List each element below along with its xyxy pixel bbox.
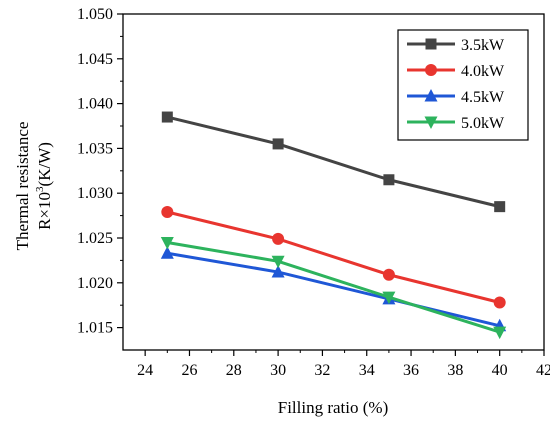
legend-item: 5.0kW	[407, 115, 505, 132]
axes: 24 26 28 30 32 34 36 38 40 42 1.015 1.020 1.025 1.030…	[77, 6, 550, 379]
legend-label: 3.5kW	[461, 37, 505, 54]
triangle-down-marker	[424, 116, 438, 129]
circle-marker	[425, 64, 437, 76]
circle-marker	[272, 232, 285, 245]
circle-marker	[493, 296, 506, 309]
series-line	[167, 241, 501, 334]
y-axis-title-suffix: (K/W)	[35, 142, 54, 186]
series-4-0kw	[161, 206, 506, 309]
y-tick-label: 1.040	[77, 96, 113, 113]
triangle-down-marker	[382, 291, 396, 305]
legend-label: 4.5kW	[461, 89, 505, 106]
x-tick-label: 24	[137, 362, 153, 379]
y-tick-label: 1.015	[77, 320, 113, 337]
y-axis-title-exponent: 3	[34, 186, 46, 192]
x-tick-label: 32	[314, 362, 330, 379]
triangle-up-marker	[160, 246, 174, 259]
square-marker	[161, 111, 173, 123]
series-line	[166, 210, 501, 304]
legend: 3.5kW 4.0kW 4.5kW 5.0kW	[397, 29, 529, 141]
x-tick-label: 42	[536, 362, 550, 379]
triangle-down-marker	[271, 255, 285, 269]
y-tick-label: 1.050	[77, 6, 113, 23]
triangle-up-marker	[424, 89, 438, 102]
x-tick-label: 40	[492, 362, 508, 379]
y-tick-label: 1.035	[77, 140, 113, 157]
x-tick-label: 28	[226, 362, 242, 379]
y-tick-label: 1.020	[77, 275, 113, 292]
x-tick-label: 36	[403, 362, 419, 379]
y-tick-label: 1.045	[77, 51, 113, 68]
y-axis-title-line2: R×103(K/W)	[34, 142, 54, 230]
legend-item: 4.0kW	[407, 63, 505, 80]
circle-marker	[382, 268, 395, 281]
series-line	[167, 251, 501, 328]
series-5-0kw	[160, 236, 507, 340]
y-tick-label: 1.025	[77, 230, 113, 247]
circle-marker	[161, 206, 174, 219]
series-line	[166, 115, 501, 209]
series-layer	[160, 111, 507, 340]
legend-label: 5.0kW	[461, 115, 505, 132]
plot-frame	[122, 13, 545, 351]
y-axis-title-prefix: R×10	[35, 192, 54, 230]
triangle-down-marker	[493, 326, 507, 340]
square-marker	[494, 201, 506, 213]
legend-label: 4.0kW	[461, 63, 505, 80]
triangle-down-marker	[160, 236, 174, 250]
square-marker	[383, 174, 395, 186]
x-tick-label: 34	[359, 362, 375, 379]
square-marker	[425, 38, 437, 50]
square-marker	[272, 138, 284, 150]
x-tick-label: 38	[447, 362, 463, 379]
x-axis-title: Filling ratio (%)	[278, 398, 388, 417]
y-tick-label: 1.030	[77, 185, 113, 202]
triangle-up-marker	[271, 265, 285, 278]
x-tick-label: 26	[181, 362, 197, 379]
y-axis-title-line1: Thermal resistance	[13, 122, 32, 251]
legend-item: 4.5kW	[407, 89, 505, 106]
legend-item: 3.5kW	[407, 37, 505, 54]
series-3-5kw	[161, 111, 506, 213]
x-tick-label: 30	[270, 362, 286, 379]
